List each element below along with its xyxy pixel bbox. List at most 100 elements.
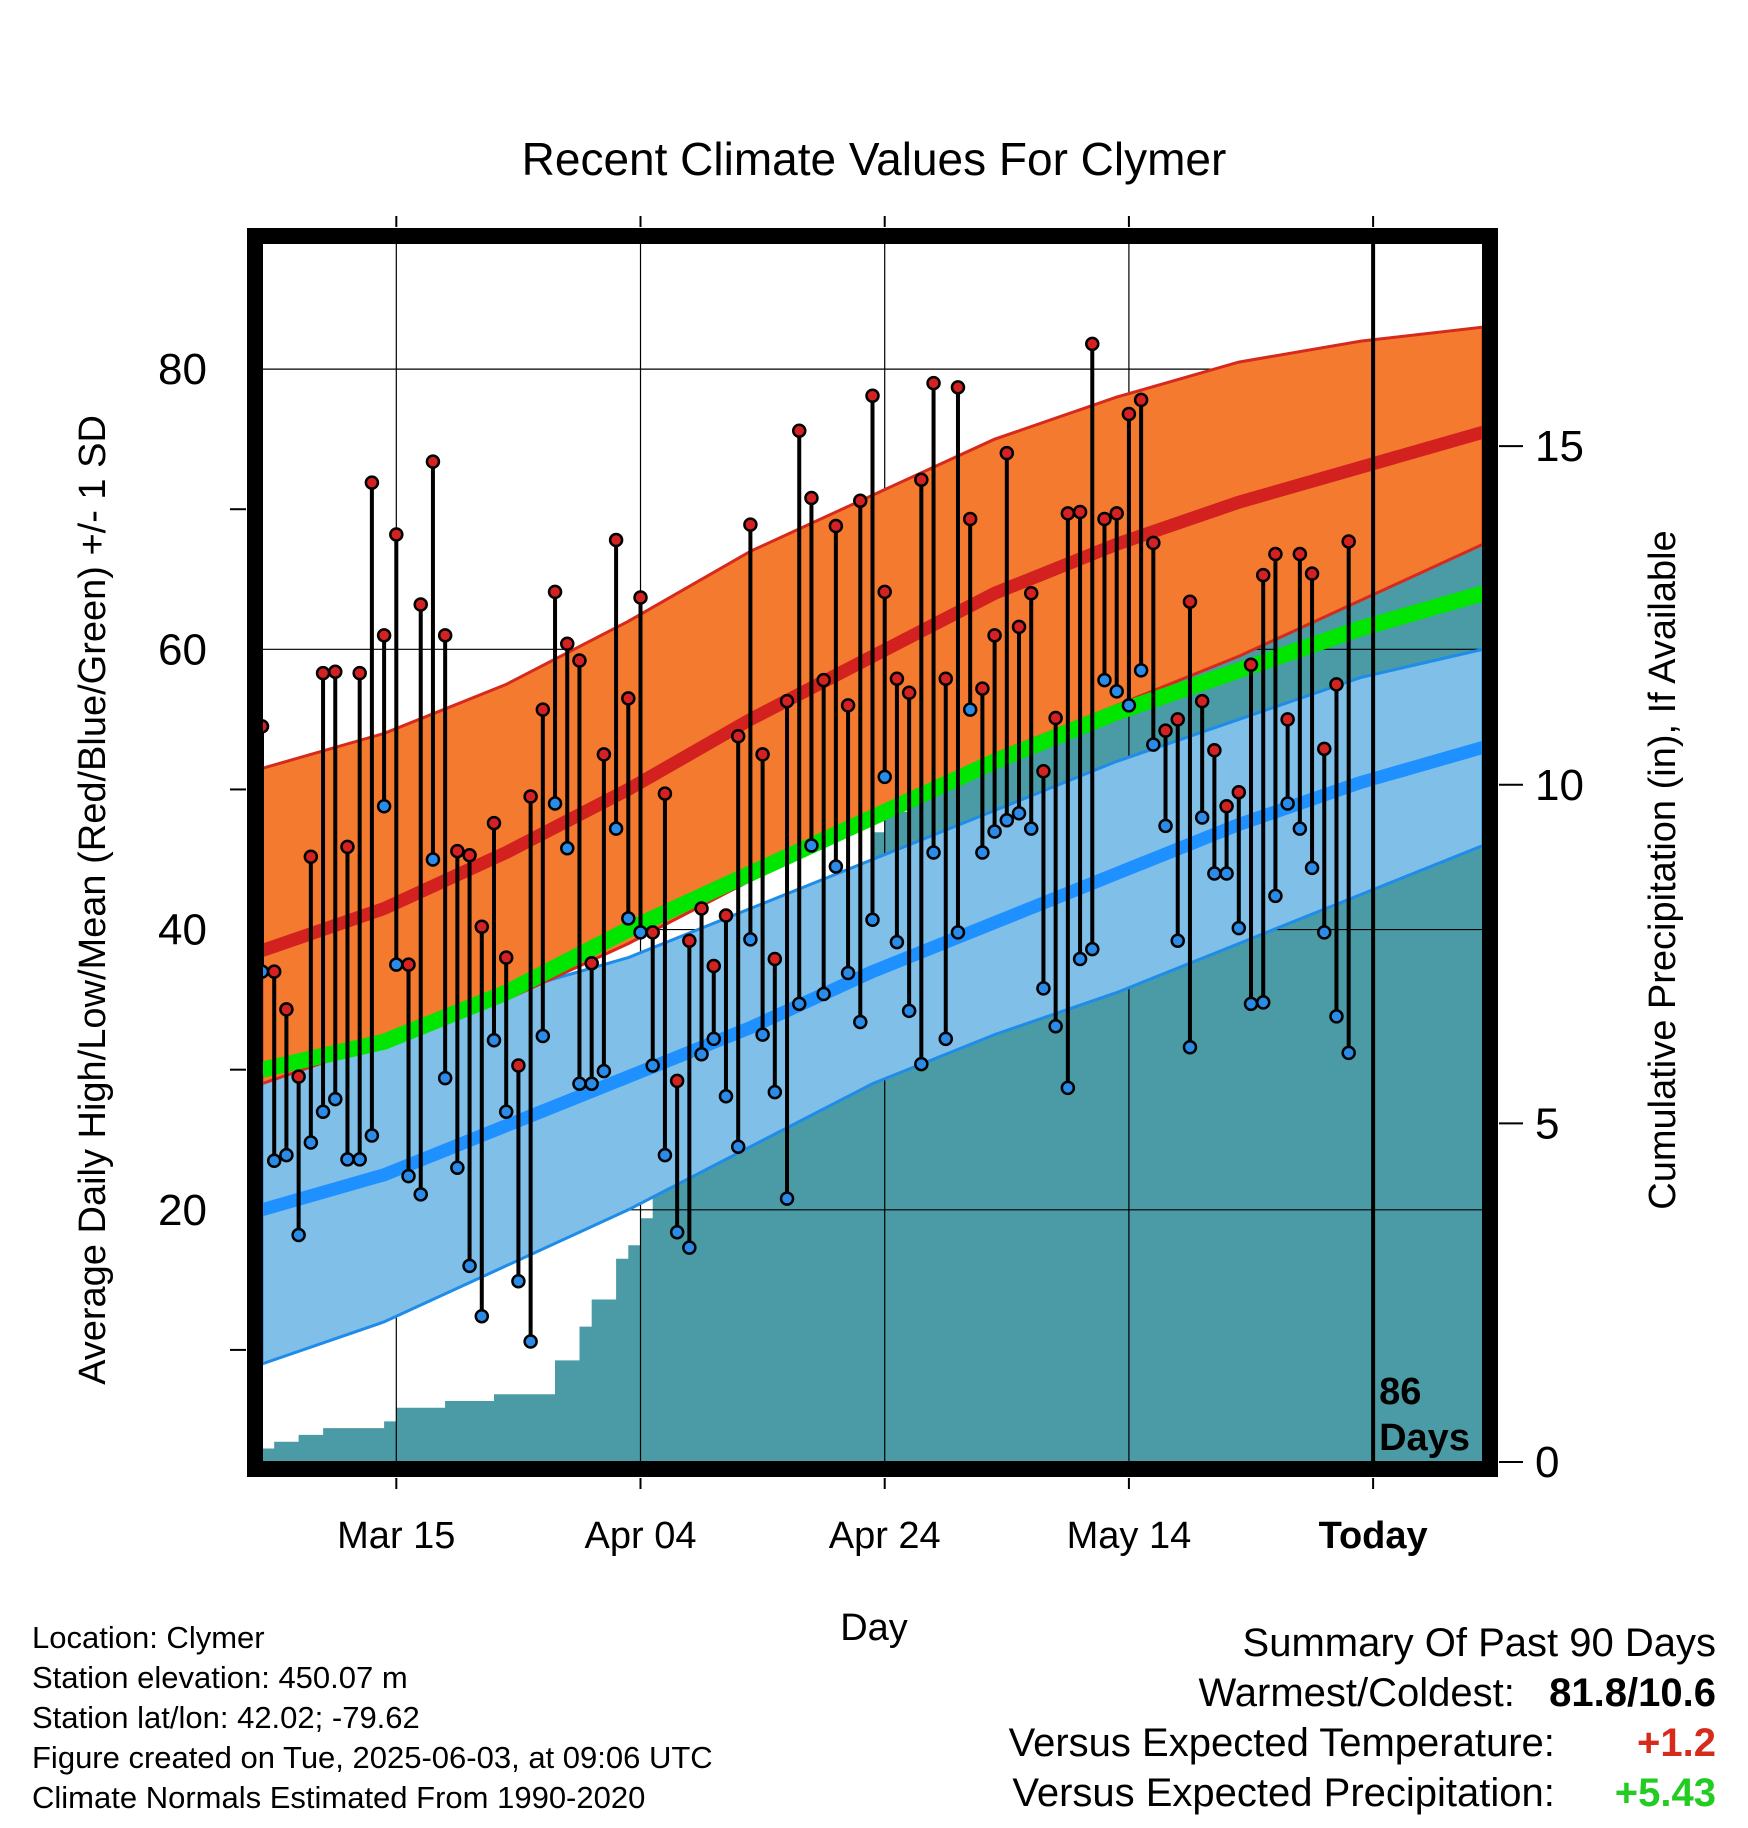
- daily-high-point: [828, 518, 844, 534]
- daily-high-point: [328, 664, 343, 680]
- daily-high-point: [1170, 712, 1185, 727]
- daily-high-point: [682, 933, 697, 949]
- daily-low-point: [547, 796, 563, 811]
- daily-high-point: [938, 671, 954, 687]
- daily-low-point: [315, 1104, 331, 1119]
- daily-low-point: [1170, 933, 1185, 949]
- daily-low-point: [730, 1139, 746, 1154]
- daily-low-point: [523, 1334, 538, 1349]
- daily-low-point: [669, 1224, 685, 1240]
- y-axis-label-right: Cumulative Precipitation (in), If Availa…: [1642, 530, 1684, 1209]
- daily-high-point: [755, 747, 770, 762]
- daily-high-point: [1072, 504, 1088, 520]
- daily-high-point: [450, 843, 465, 859]
- daily-low-point: [901, 1003, 917, 1019]
- daily-low-point: [791, 996, 807, 1012]
- daily-high-point: [389, 527, 404, 542]
- daily-high-point: [914, 472, 929, 488]
- created-text: Figure created on Tue, 2025-06-03, at 09…: [32, 1740, 713, 1775]
- daily-low-point: [718, 1089, 734, 1104]
- daily-low-point: [804, 838, 819, 853]
- daily-high-point: [340, 839, 355, 855]
- daily-high-point: [572, 653, 587, 668]
- x-axis-label: Day: [840, 1607, 908, 1649]
- location-text: Location: Clymer: [32, 1620, 265, 1655]
- daily-low-point: [1011, 806, 1027, 821]
- daily-low-point: [535, 1028, 551, 1044]
- daily-low-point: [364, 1128, 380, 1143]
- daily-high-point: [1207, 742, 1222, 758]
- y-tick-label: 60: [158, 625, 207, 674]
- precip-anomaly-label: Versus Expected Precipitation:: [1012, 1771, 1555, 1815]
- daily-high-point: [401, 957, 416, 972]
- daily-low-point: [1280, 796, 1295, 811]
- daily-low-point: [779, 1191, 795, 1206]
- plot-layers: [262, 243, 1483, 1462]
- daily-low-point: [1268, 888, 1283, 904]
- daily-high-point: [1255, 567, 1271, 583]
- daily-high-point: [706, 958, 722, 974]
- daily-high-point: [901, 685, 917, 701]
- daily-high-point: [1158, 723, 1173, 738]
- daily-low-point: [1109, 684, 1124, 699]
- daily-high-point: [279, 1002, 294, 1017]
- daily-low-point: [266, 1153, 282, 1169]
- daily-high-point: [840, 698, 856, 713]
- days-unit-label: Days: [1379, 1417, 1470, 1459]
- days-count-label: 86: [1379, 1371, 1421, 1413]
- daily-low-point: [511, 1274, 526, 1289]
- daily-high-point: [535, 702, 551, 717]
- daily-low-point: [474, 1309, 490, 1324]
- daily-low-point: [1304, 860, 1320, 876]
- daily-high-point: [1280, 712, 1295, 727]
- daily-low-point: [596, 1063, 612, 1079]
- daily-low-point: [389, 957, 404, 972]
- daily-low-point: [340, 1152, 355, 1167]
- daily-high-point: [364, 475, 380, 490]
- daily-low-point: [1072, 951, 1088, 967]
- daily-high-point: [889, 671, 905, 687]
- daily-low-point: [1317, 925, 1332, 940]
- daily-high-point: [645, 925, 660, 940]
- summary-heading: Summary Of Past 90 Days: [1242, 1621, 1716, 1665]
- daily-high-point: [352, 665, 367, 681]
- daily-low-point: [1219, 866, 1234, 881]
- daily-low-point: [303, 1135, 319, 1150]
- warmest-coldest-label: Warmest/Coldest:: [1198, 1671, 1515, 1715]
- daily-low-point: [1158, 818, 1173, 834]
- daily-low-point: [376, 799, 392, 814]
- daily-low-point: [279, 1147, 294, 1163]
- elevation-text: Station elevation: 450.07 m: [32, 1660, 408, 1695]
- daily-high-point: [511, 1058, 526, 1073]
- daily-low-point: [889, 934, 905, 950]
- daily-high-point: [266, 964, 282, 979]
- daily-high-point: [633, 590, 648, 605]
- temp-anomaly-row: Versus Expected Temperature: +1.2: [1009, 1718, 1716, 1768]
- daily-high-point: [1231, 785, 1247, 800]
- daily-low-point: [926, 845, 941, 860]
- daily-low-point: [1329, 1009, 1344, 1024]
- daily-high-point: [1317, 741, 1332, 757]
- daily-low-point: [1133, 663, 1149, 678]
- daily-high-point: [975, 681, 990, 696]
- daily-high-point: [1268, 546, 1283, 562]
- daily-low-point: [987, 824, 1002, 839]
- daily-low-point: [437, 1070, 453, 1086]
- daily-low-point: [694, 1047, 709, 1062]
- y-axis-label-left: Average Daily High/Low/Mean (Red/Blue/Gr…: [72, 415, 114, 1385]
- daily-high-point: [999, 445, 1015, 461]
- daily-high-point: [1121, 406, 1137, 422]
- daily-low-point: [328, 1091, 343, 1107]
- daily-high-point: [1341, 534, 1356, 549]
- daily-high-point: [547, 584, 563, 600]
- daily-low-point: [1085, 941, 1100, 957]
- daily-low-point: [401, 1168, 416, 1184]
- daily-low-point: [1231, 920, 1247, 936]
- daily-low-point: [975, 845, 990, 860]
- daily-low-point: [767, 1084, 783, 1100]
- daily-high-point: [767, 951, 783, 967]
- precip-anomaly-value: +5.43: [1614, 1771, 1716, 1815]
- daily-high-point: [669, 1073, 685, 1089]
- daily-high-point: [1085, 336, 1100, 352]
